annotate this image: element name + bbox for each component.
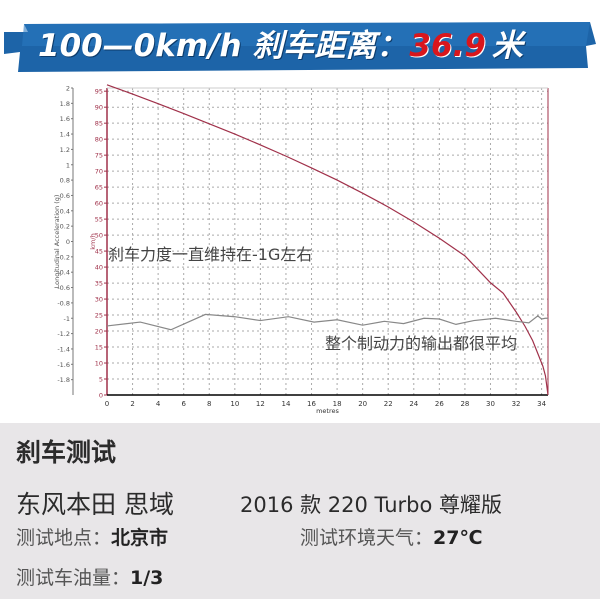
x-tick-label: 16: [307, 400, 316, 408]
speed-tick-label: 45: [95, 248, 103, 256]
car-name: 东风本田 思域: [16, 490, 174, 519]
panel-title: 刹车测试: [16, 438, 117, 467]
x-tick-label: 2: [130, 400, 134, 408]
x-tick-label: 34: [537, 400, 546, 408]
weather-label: 测试环境天气：: [300, 527, 434, 549]
g-tick-label: 0.4: [60, 207, 70, 215]
g-tick-label: 1.6: [60, 115, 70, 123]
speed-tick-label: 80: [95, 136, 103, 144]
location-row: 测试地点：北京市: [16, 523, 168, 550]
x-tick-label: 22: [384, 400, 393, 408]
g-tick-label: 1.4: [60, 131, 70, 139]
speed-tick-label: 70: [95, 168, 103, 176]
g-tick-label: -0.4: [57, 269, 70, 277]
x-tick-label: 8: [207, 400, 211, 408]
g-tick-label: 0: [66, 238, 70, 246]
weather-value: 27℃: [433, 527, 483, 549]
speed-tick-label: 10: [95, 360, 103, 368]
x-tick-label: 10: [230, 400, 239, 408]
g-tick-label: -1: [64, 315, 70, 323]
info-panel: 刹车测试 东风本田 思域 2016 款 220 Turbo 尊耀版 测试地点：北…: [0, 423, 600, 599]
fuel-label: 测试车油量：: [16, 567, 131, 589]
fuel-value: 1/3: [130, 567, 164, 589]
annotation-even: 整个制动力的输出都很平均: [325, 334, 518, 353]
weather-row: 测试环境天气：27℃: [300, 523, 482, 550]
x-tick-label: 0: [105, 400, 109, 408]
speed-tick-label: 25: [95, 312, 103, 320]
g-tick-label: -1.6: [57, 361, 70, 369]
speed-axis-label: km/h: [89, 233, 97, 249]
x-axis-label: metres: [316, 407, 339, 415]
x-tick-label: 18: [333, 400, 342, 408]
x-tick-label: 24: [409, 400, 418, 408]
g-tick-label: 0.6: [60, 192, 70, 200]
braking-distance-value: 36.9: [409, 28, 486, 64]
g-tick-label: 0.8: [60, 177, 70, 185]
speed-tick-label: 75: [95, 152, 103, 160]
banner-prefix: 100—0km/h 刹车距离：: [38, 28, 408, 64]
speed-tick-label: 85: [95, 120, 103, 128]
speed-tick-label: 90: [95, 104, 103, 112]
speed-tick-label: 65: [95, 184, 103, 192]
speed-tick-label: 60: [95, 200, 103, 208]
fuel-row: 测试车油量：1/3: [16, 563, 163, 590]
g-tick-label: -1.8: [57, 376, 70, 384]
g-tick-label: -0.6: [57, 284, 70, 292]
g-tick-label: 1.2: [60, 146, 70, 154]
x-tick-label: 26: [435, 400, 444, 408]
location-label: 测试地点：: [16, 527, 112, 549]
location-value: 北京市: [111, 527, 169, 549]
g-axis-label: Longitudinal Acceleration (g): [53, 195, 61, 289]
g-tick-label: 1.8: [60, 100, 70, 108]
g-tick-label: 1: [66, 161, 70, 169]
g-tick-label: -0.2: [57, 253, 70, 261]
x-tick-label: 6: [181, 400, 186, 408]
x-tick-label: 4: [156, 400, 161, 408]
speed-tick-label: 55: [95, 216, 103, 224]
g-tick-label: 2: [66, 85, 70, 93]
g-tick-label: -0.8: [57, 299, 70, 307]
x-tick-label: 28: [460, 400, 469, 408]
speed-tick-label: 0: [99, 392, 103, 400]
banner-background: [4, 22, 596, 72]
x-tick-label: 14: [281, 400, 290, 408]
annotation-force: 刹车力度一直维持在-1G左右: [108, 245, 313, 264]
g-tick-label: -1.2: [57, 330, 70, 338]
car-model: 2016 款 220 Turbo 尊耀版: [240, 493, 502, 517]
acceleration-series-line: [106, 313, 548, 331]
speed-tick-label: 30: [95, 296, 103, 304]
x-tick-label: 30: [486, 400, 495, 408]
speed-tick-label: 95: [95, 88, 103, 96]
g-tick-label: -1.4: [57, 345, 70, 353]
x-tick-label: 20: [358, 400, 367, 408]
speed-tick-label: 20: [95, 328, 103, 336]
title-banner: 100—0km/h 刹车距离：36.9 米: [0, 18, 600, 74]
banner-title: 100—0km/h 刹车距离：36.9 米: [38, 24, 523, 68]
speed-tick-label: 15: [95, 344, 103, 352]
speed-tick-label: 40: [95, 264, 103, 272]
g-tick-label: 0.2: [60, 223, 70, 231]
speed-series-line: [106, 84, 549, 396]
speed-tick-label: 50: [95, 232, 103, 240]
banner-unit: 米: [491, 28, 523, 64]
braking-chart: 0 2 4 6 8 10 12 14 16 18 20 22 24 26 28 30 32 34051015202…: [53, 84, 549, 415]
speed-tick-label: 35: [95, 280, 103, 288]
speed-tick-label: 5: [99, 376, 103, 384]
x-tick-label: 12: [256, 400, 265, 408]
x-tick-label: 32: [512, 400, 521, 408]
